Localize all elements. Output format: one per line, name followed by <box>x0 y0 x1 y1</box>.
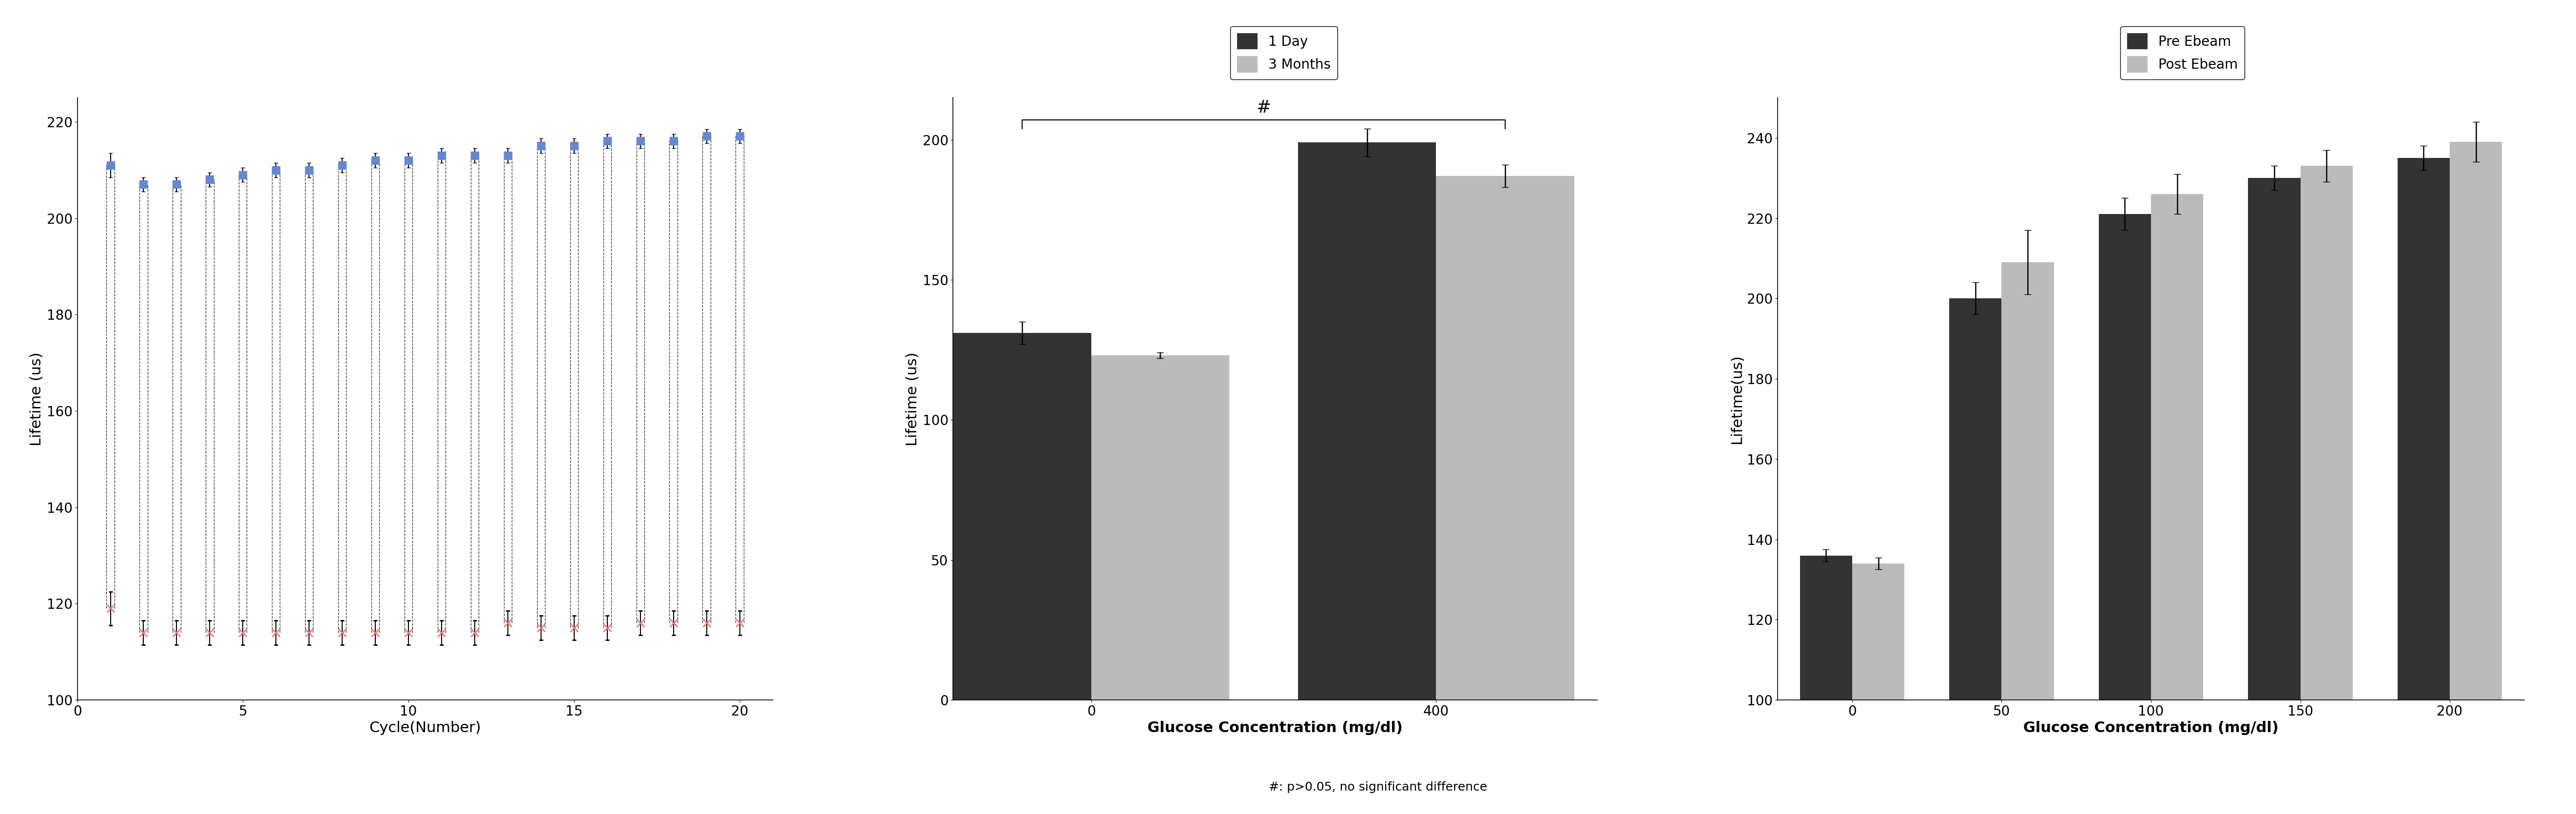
Bar <box>2300 166 2352 814</box>
Bar <box>1950 299 2002 814</box>
Bar <box>1298 142 1437 700</box>
Bar <box>2002 262 2053 814</box>
Bar <box>2099 214 2151 814</box>
Y-axis label: Lifetime (us): Lifetime (us) <box>31 352 44 446</box>
X-axis label: Glucose Concentration (mg/dl): Glucose Concentration (mg/dl) <box>1146 721 1404 735</box>
Y-axis label: Lifetime(us): Lifetime(us) <box>1731 354 1744 444</box>
X-axis label: Cycle(Number): Cycle(Number) <box>368 721 482 735</box>
Bar <box>1801 555 1852 814</box>
Legend: Pre Ebeam, Post Ebeam: Pre Ebeam, Post Ebeam <box>2120 26 2244 80</box>
Text: #: p>0.05, no significant difference: #: p>0.05, no significant difference <box>1270 781 1486 793</box>
Bar <box>1437 176 1574 700</box>
Bar <box>1852 563 1904 814</box>
Bar <box>2450 142 2501 814</box>
Bar <box>953 333 1092 700</box>
Y-axis label: Lifetime (us): Lifetime (us) <box>907 352 920 446</box>
X-axis label: Glucose Concentration (mg/dl): Glucose Concentration (mg/dl) <box>2022 721 2280 735</box>
Bar <box>2249 178 2300 814</box>
Text: #: # <box>1257 99 1270 116</box>
Bar <box>2398 158 2450 814</box>
Legend: 1 Day, 3 Months: 1 Day, 3 Months <box>1231 26 1337 80</box>
Bar <box>1092 356 1229 700</box>
Bar <box>2151 194 2202 814</box>
